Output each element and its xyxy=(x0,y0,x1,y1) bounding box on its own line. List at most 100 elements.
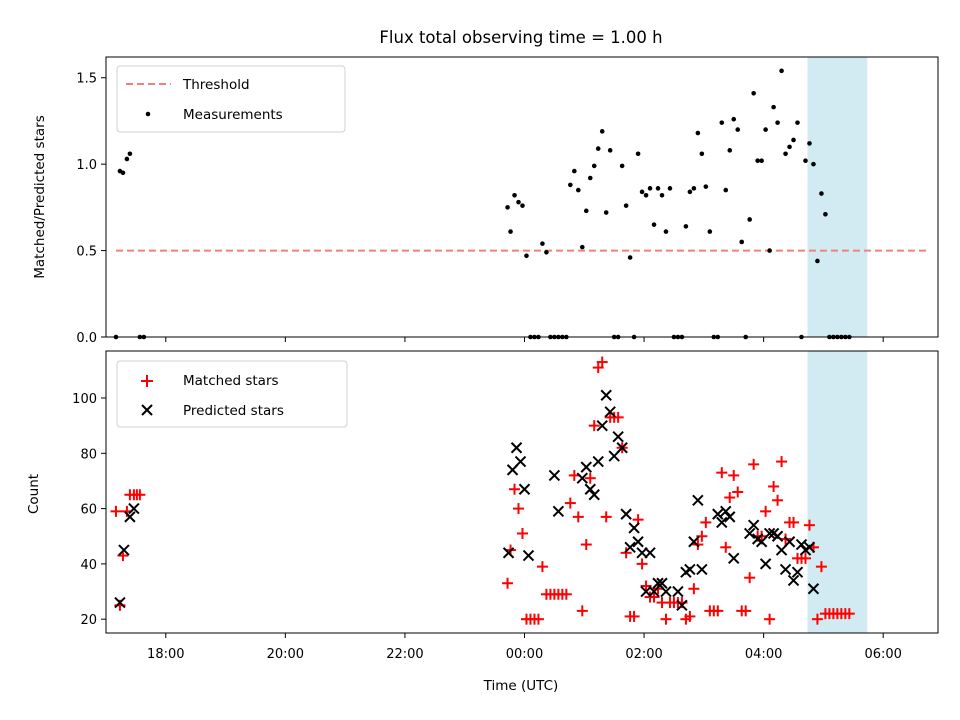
predicted-star-point xyxy=(747,519,760,531)
matched-star-point xyxy=(660,613,672,625)
measurement-point xyxy=(687,189,693,195)
measurement-point xyxy=(695,130,701,136)
measurement-point xyxy=(807,141,812,146)
measurement-point xyxy=(595,146,601,151)
matched-star-point xyxy=(815,561,827,573)
chart-title: Flux total observing time = 1.00 h xyxy=(379,28,662,47)
matched-star-point xyxy=(688,583,700,595)
matched-star-point xyxy=(748,458,760,470)
predicted-star-point xyxy=(632,536,644,548)
measurement-point xyxy=(540,241,545,246)
predicted-star-point xyxy=(696,563,708,576)
x-tick-label: 06:00 xyxy=(864,647,901,662)
measurement-point xyxy=(127,151,133,157)
predicted-star-point xyxy=(624,541,636,554)
measurement-point xyxy=(639,189,645,195)
top-y-axis-label: Matched/Predicted stars xyxy=(32,115,48,278)
predicted-stars-legend-swatch xyxy=(141,404,153,416)
predicted-star-point xyxy=(118,544,130,556)
measurement-point xyxy=(599,129,605,134)
predicted-star-point xyxy=(580,461,592,473)
matched-star-point xyxy=(764,613,776,625)
predicted-star-point xyxy=(672,585,684,598)
measurement-point xyxy=(747,217,752,222)
predicted-star-point xyxy=(588,489,600,501)
bottom-y-axis-label: Count xyxy=(26,474,42,514)
predicted-star-point xyxy=(548,469,561,482)
measurement-point xyxy=(619,163,625,169)
measurement-point xyxy=(795,120,800,125)
predicted-star-point xyxy=(616,442,628,454)
matched-star-point xyxy=(744,572,756,584)
predicted-star-point xyxy=(803,541,816,554)
top-y-tick-label: 0.5 xyxy=(76,245,97,260)
measurement-point xyxy=(815,258,820,264)
predicted-star-point xyxy=(592,455,604,468)
measurement-point xyxy=(516,199,521,205)
matched-star-point xyxy=(768,480,780,492)
measurement-point xyxy=(803,158,808,164)
matched-star-point xyxy=(576,605,588,617)
top-legend-box xyxy=(116,65,346,133)
measurement-point xyxy=(575,187,581,193)
measurement-point xyxy=(659,192,665,198)
matched-star-point xyxy=(110,505,122,517)
predicted-star-point xyxy=(600,389,612,401)
measurement-point xyxy=(783,151,788,157)
predicted-star-point xyxy=(759,558,772,570)
matched-star-point xyxy=(516,527,528,539)
measurement-point xyxy=(591,163,597,169)
measurement-point xyxy=(568,182,573,188)
predicted-star-point xyxy=(604,406,616,418)
predicted-star-point xyxy=(628,522,640,534)
measurement-point xyxy=(727,148,733,153)
matched-star-point xyxy=(620,547,632,559)
matched-star-point xyxy=(776,456,788,468)
matched-star-point xyxy=(712,605,724,617)
matched-star-point xyxy=(600,511,612,523)
bottom-y-tick-label: 100 xyxy=(72,392,97,407)
measurement-point xyxy=(763,127,768,132)
predicted-star-point xyxy=(644,547,656,559)
matched-star-point xyxy=(572,511,584,523)
predicted-star-point xyxy=(771,530,784,542)
measurement-point xyxy=(627,255,633,260)
threshold-legend-label: Threshold xyxy=(182,77,250,93)
predicted-star-point xyxy=(114,596,126,609)
matched-star-point xyxy=(760,505,772,517)
measurement-point xyxy=(683,224,689,229)
predicted-star-point xyxy=(787,574,800,587)
predicted-star-point xyxy=(660,585,672,598)
measurements-legend-label: Measurements xyxy=(183,107,283,123)
predicted-star-point xyxy=(510,442,523,454)
measurement-point xyxy=(124,156,130,162)
top-legend: Threshold Measurements xyxy=(116,65,346,133)
matched-stars-legend-label: Matched stars xyxy=(183,373,279,389)
matched-star-point xyxy=(799,552,811,564)
matched-star-point xyxy=(724,492,736,504)
measurement-point xyxy=(787,144,792,150)
predicted-star-point xyxy=(716,516,728,529)
matched-star-point xyxy=(700,516,712,528)
measurement-point xyxy=(819,191,824,196)
measurement-point xyxy=(651,222,657,227)
matched-star-point xyxy=(532,613,544,625)
measurement-point xyxy=(771,104,776,110)
measurement-point xyxy=(823,211,828,217)
measurement-point xyxy=(755,158,760,164)
matched-star-point xyxy=(536,561,548,573)
top-y-tick-label: 1.0 xyxy=(76,158,97,173)
predicted-star-point xyxy=(502,547,515,559)
measurements-legend-swatch xyxy=(145,111,151,117)
measurement-point xyxy=(723,187,729,193)
measurement-point xyxy=(524,253,529,259)
matched-star-point xyxy=(564,497,576,509)
measurement-point xyxy=(643,192,649,198)
matched-star-point xyxy=(720,541,732,553)
predicted-star-point xyxy=(522,549,535,562)
predicted-star-point xyxy=(807,583,820,595)
measurement-point xyxy=(579,244,585,250)
matched-star-point xyxy=(636,558,648,570)
predicted-star-point xyxy=(620,508,632,520)
